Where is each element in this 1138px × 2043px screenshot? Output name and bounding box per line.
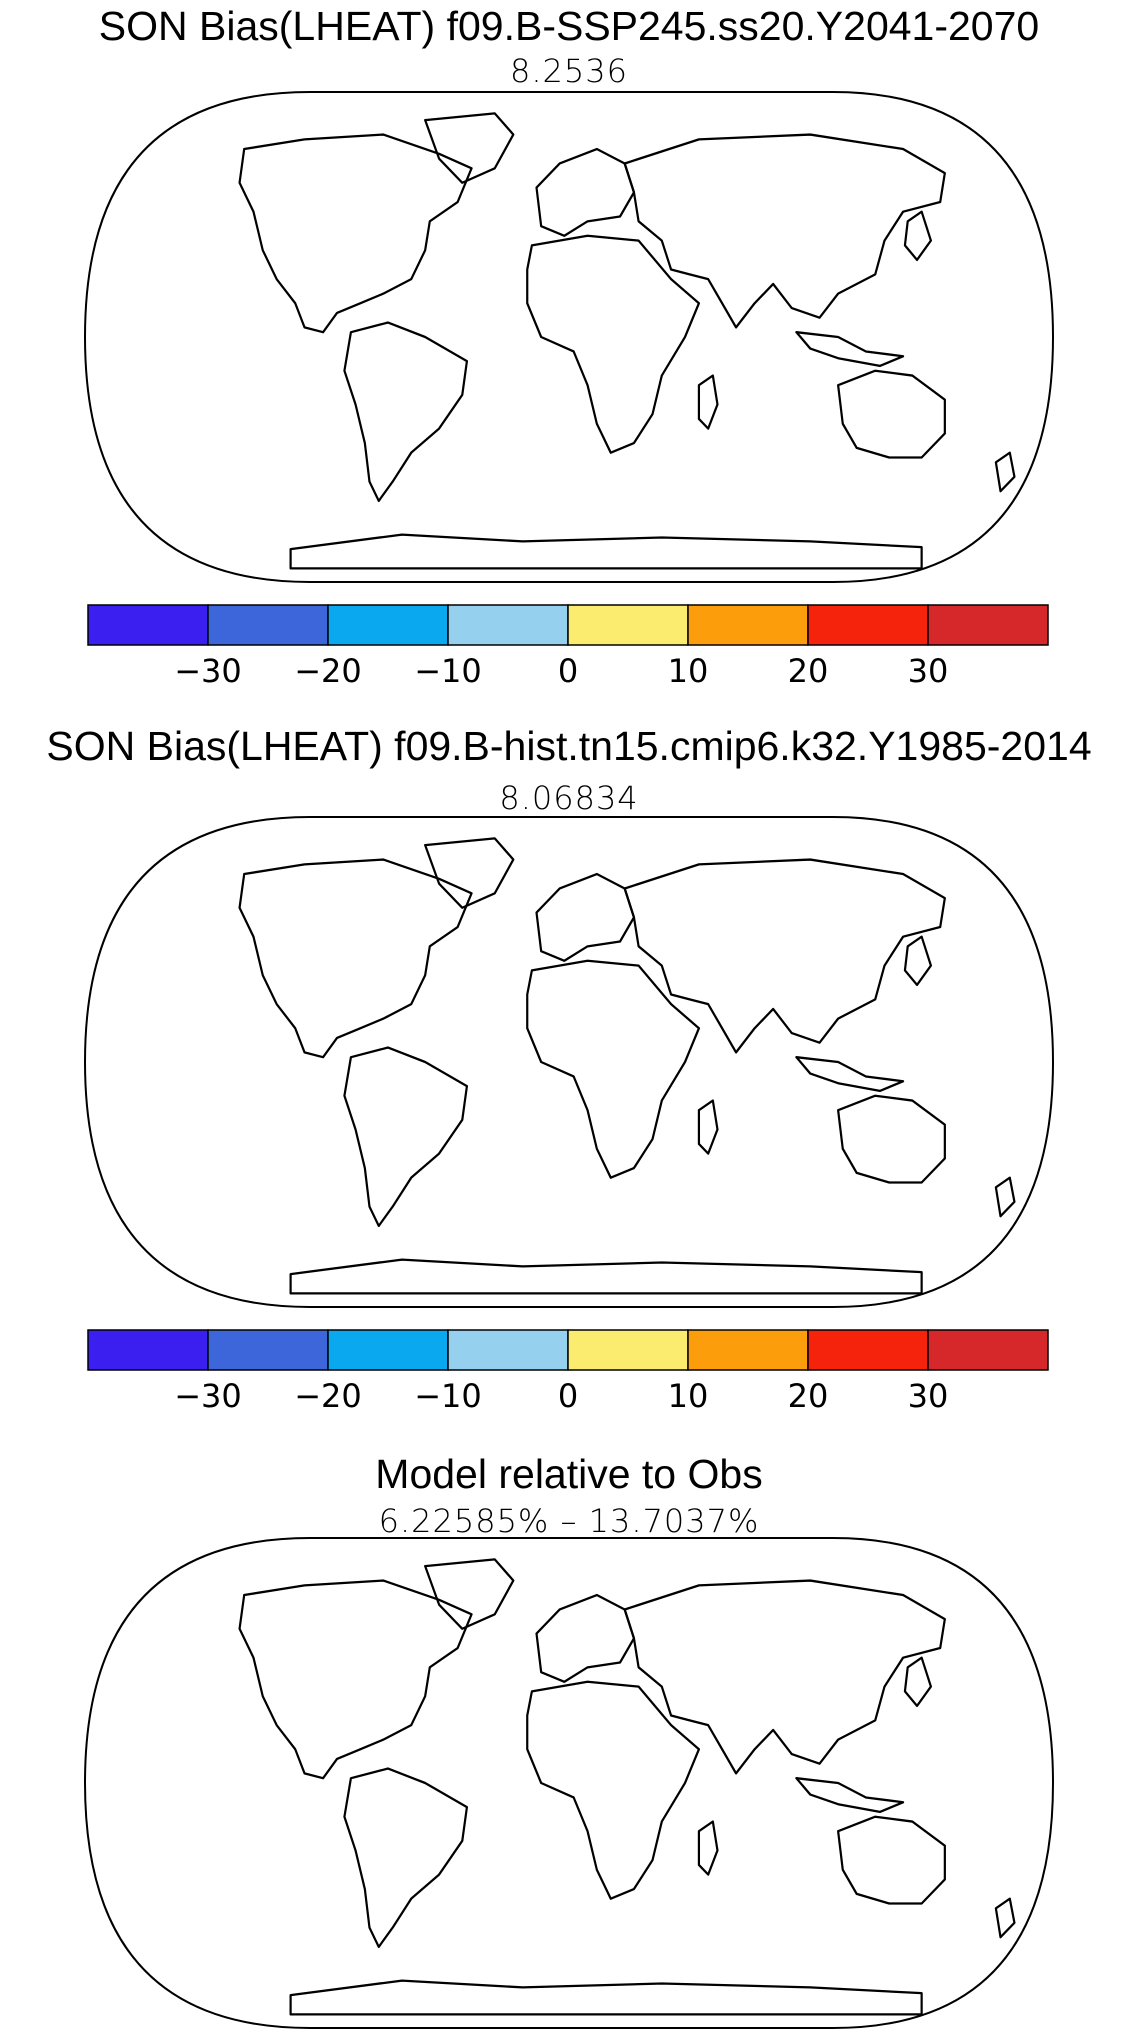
- map-field: [105, 1542, 1078, 2035]
- coastline-europe: [535, 1593, 636, 1683]
- coastline-greenland: [424, 837, 515, 909]
- colorbar-swatch: [207, 1329, 329, 1371]
- coastlines: [238, 1558, 1016, 2016]
- colorbar-swatch: [87, 1329, 209, 1371]
- panel2-colorbar: −30 −20 −10 0 10 20 30: [87, 1329, 1049, 1415]
- coastline-northAmerica: [238, 1579, 473, 1780]
- coastline-africa: [526, 1680, 701, 1900]
- coastline-northAmerica: [238, 133, 473, 334]
- colorbar-tick-label: −20: [294, 1377, 362, 1415]
- coastline-africa: [526, 959, 701, 1179]
- coastline-europe: [535, 147, 636, 237]
- colorbar-swatch: [927, 604, 1049, 646]
- colorbar-swatch: [807, 1329, 929, 1371]
- coastline-africa: [526, 234, 701, 454]
- panel2-map: [83, 816, 1078, 1314]
- coastline-northAmerica: [238, 858, 473, 1059]
- colorbar-swatch: [567, 1329, 689, 1371]
- coastline-antarctica: [289, 533, 923, 570]
- colorbar-swatch: [87, 604, 209, 646]
- colorbar-swatch: [687, 1329, 809, 1371]
- coastline-australia: [837, 369, 946, 459]
- map-frame: [83, 816, 1055, 1308]
- panel3-map: [83, 1537, 1078, 2035]
- colorbar-swatch: [447, 1329, 569, 1371]
- coastline-newzealand: [994, 1897, 1016, 1939]
- coastline-japan: [903, 210, 933, 262]
- panel3-title: Model relative to Obs: [375, 1451, 763, 1497]
- coastline-japan: [903, 1656, 933, 1708]
- coastline-indonesia: [795, 1777, 905, 1814]
- coastline-southAmerica: [343, 1767, 469, 1949]
- panel3-subtitle: 6.22585% – 13.7037%: [378, 1502, 760, 1540]
- coastline-asia: [623, 1579, 946, 1775]
- colorbar-tick-label: −30: [174, 1377, 242, 1415]
- coastline-madagascar: [697, 1099, 719, 1155]
- coastline-southAmerica: [343, 321, 469, 503]
- coastline-japan: [903, 935, 933, 987]
- coastline-asia: [623, 858, 946, 1054]
- coastline-southAmerica: [343, 1046, 469, 1228]
- coastline-australia: [837, 1094, 946, 1184]
- coastline-greenland: [424, 1558, 515, 1630]
- panel1-subtitle: 8.2536: [510, 52, 628, 90]
- colorbar-swatch: [567, 604, 689, 646]
- coastline-europe: [535, 872, 636, 962]
- panel1-colorbar: −30 −20 −10 0 10 20 30: [87, 604, 1049, 690]
- map-field: [105, 96, 1078, 589]
- colorbar-tick-label: −30: [174, 652, 242, 690]
- panel2-title: SON Bias(LHEAT) f09.B-hist.tn15.cmip6.k3…: [46, 723, 1092, 769]
- colorbar-swatch: [807, 604, 929, 646]
- coastline-greenland: [424, 112, 515, 184]
- colorbar-tick-label: −10: [414, 1377, 482, 1415]
- map-frame: [83, 91, 1055, 583]
- colorbar-tick-label: 20: [788, 652, 829, 690]
- map-frame: [83, 1537, 1055, 2029]
- colorbar-swatch: [327, 604, 449, 646]
- coastline-asia: [623, 133, 946, 329]
- panel1-map: [83, 91, 1078, 589]
- colorbar-tick-label: 0: [558, 1377, 578, 1415]
- coastlines: [238, 112, 1016, 570]
- colorbar-swatch: [927, 1329, 1049, 1371]
- colorbar-tick-label: −20: [294, 652, 362, 690]
- coastline-australia: [837, 1815, 946, 1905]
- panel1-title: SON Bias(LHEAT) f09.B-SSP245.ss20.Y2041-…: [98, 3, 1040, 49]
- colorbar-tick-label: −10: [414, 652, 482, 690]
- coastline-antarctica: [289, 1979, 923, 2016]
- coastline-madagascar: [697, 1820, 719, 1876]
- colorbar-swatch: [447, 604, 569, 646]
- colorbar-swatch: [327, 1329, 449, 1371]
- coastline-newzealand: [994, 1176, 1016, 1218]
- coastline-madagascar: [697, 374, 719, 430]
- colorbar-swatch: [687, 604, 809, 646]
- colorbar-tick-label: 30: [908, 1377, 949, 1415]
- colorbar-tick-label: 20: [788, 1377, 829, 1415]
- coastline-indonesia: [795, 1056, 905, 1093]
- coastline-newzealand: [994, 451, 1016, 493]
- colorbar-swatch: [207, 604, 329, 646]
- coastline-antarctica: [289, 1258, 923, 1295]
- colorbar-tick-label: 0: [558, 652, 578, 690]
- coastline-indonesia: [795, 331, 905, 368]
- colorbar-tick-label: 10: [668, 652, 709, 690]
- map-field: [105, 821, 1078, 1314]
- colorbar-tick-label: 30: [908, 652, 949, 690]
- coastlines: [238, 837, 1016, 1295]
- panel2-subtitle: 8.06834: [499, 779, 639, 817]
- colorbar-tick-label: 10: [668, 1377, 709, 1415]
